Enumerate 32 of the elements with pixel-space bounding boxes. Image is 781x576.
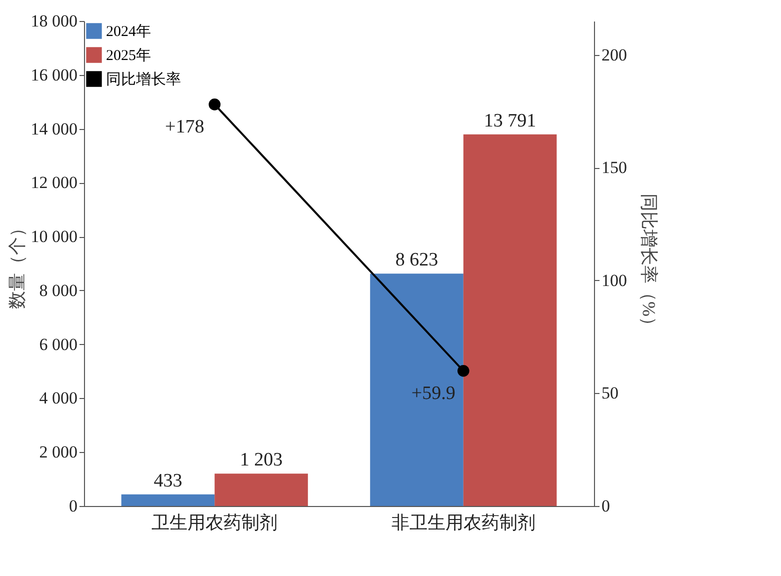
bar [463, 134, 557, 506]
y-tick-label: 2 000 [39, 442, 78, 462]
y-tick-label: 18 000 [30, 12, 78, 30]
data-label: 433 [154, 470, 182, 492]
y-tick-label: 8 000 [39, 280, 78, 300]
data-label: +59.9 [411, 382, 456, 404]
y2-tick-label: 0 [602, 496, 610, 516]
bar [214, 474, 308, 506]
y-tick-label: 0 [69, 496, 78, 516]
data-label: 1 203 [240, 450, 283, 471]
data-label: 13 791 [484, 110, 536, 132]
bar [370, 274, 464, 506]
legend-label: 2024年 [106, 23, 151, 40]
y2-tick-label: 50 [602, 384, 618, 403]
data-label: +178 [165, 116, 204, 138]
y-tick-label: 4 000 [39, 388, 78, 408]
y2-axis-title: 同比增长率（%） [639, 194, 659, 334]
x-tick-label: 卫生用农药制剂 [152, 512, 278, 532]
y-tick-label: 10 000 [30, 227, 78, 246]
y2-tick-label: 200 [602, 45, 627, 64]
y2-tick-label: 150 [602, 158, 627, 178]
legend-label: 同比增长率 [106, 71, 181, 88]
x-tick-label: 非卫生用农药制剂 [391, 512, 536, 532]
legend-label: 2025年 [106, 47, 151, 64]
y-axis-title: 数量（个） [6, 219, 27, 309]
bar [121, 494, 215, 506]
y-tick-label: 12 000 [30, 173, 78, 192]
y-tick-label: 16 000 [30, 65, 78, 84]
y-tick-label: 14 000 [30, 119, 78, 138]
y2-tick-label: 100 [602, 270, 627, 290]
data-label: 8 623 [395, 250, 438, 271]
y-tick-label: 6 000 [39, 334, 78, 354]
